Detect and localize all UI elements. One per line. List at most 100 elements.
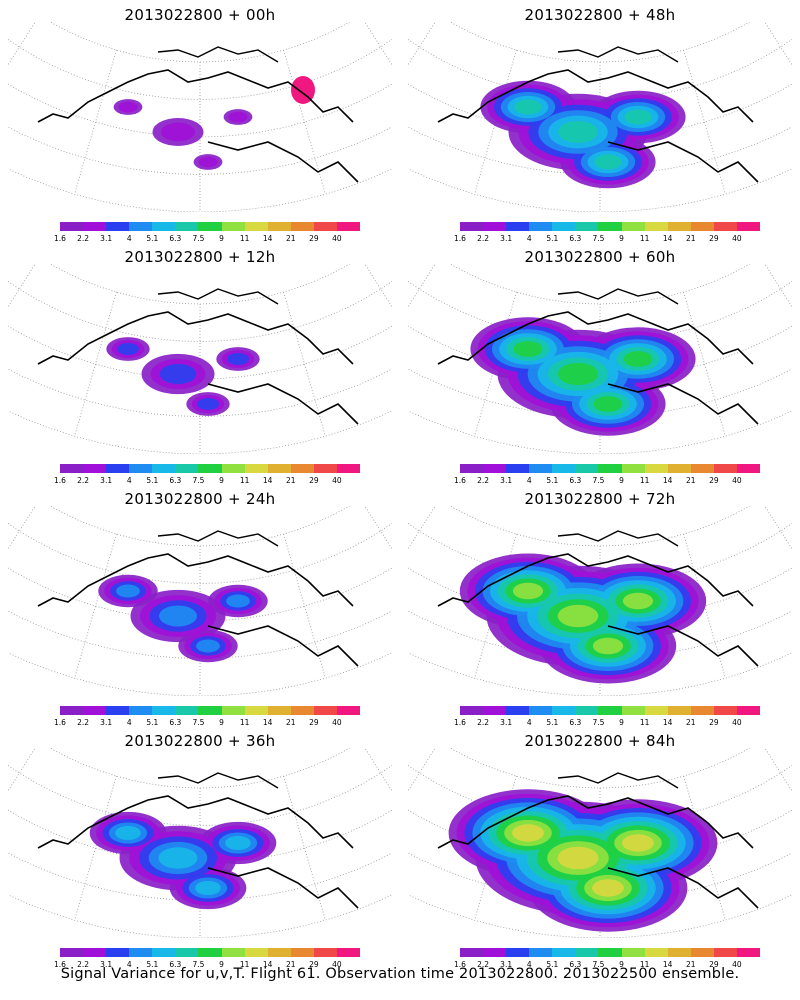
colorbar-tick-label: 7.5 — [592, 960, 605, 969]
coastline — [437, 311, 754, 365]
colorbar-swatch — [506, 948, 530, 957]
colorbar-tick-label: 7.5 — [192, 960, 205, 969]
graticule-meridian — [408, 506, 436, 550]
colorbar-tick-label: 6.3 — [169, 960, 182, 969]
variance-contour — [592, 637, 624, 655]
colorbar-swatch — [267, 706, 292, 715]
variance-contour — [228, 111, 248, 123]
colorbar-swatch — [290, 706, 315, 715]
continental-coastline — [207, 867, 359, 909]
colorbar-swatch — [644, 222, 669, 231]
colorbar-tick-label: 29 — [309, 234, 319, 243]
colorbar-tick-label: 14 — [262, 234, 273, 243]
colorbar-tick-label: 2.2 — [477, 476, 490, 485]
colorbar-swatch — [313, 706, 338, 715]
colorbar: 1.6 2.2 3.1 4 5.1 6.3 7.5 9 11 14 21 29 40 — [454, 706, 761, 730]
graticule-meridian — [364, 506, 392, 550]
colorbar-swatch — [690, 222, 715, 231]
colorbar-tick-label: 29 — [309, 960, 319, 969]
colorbar-tick-label: 5.1 — [146, 234, 159, 243]
colorbar-swatch — [667, 706, 692, 715]
colorbar-tick-label: 1.6 — [54, 234, 66, 243]
variance-contour — [195, 881, 221, 895]
colorbar-tick-label: 14 — [662, 718, 673, 727]
colorbar: 1.6 2.2 3.1 4 5.1 6.3 7.5 9 11 14 21 29 40 — [454, 948, 761, 972]
panel-title: 2013022800 + 36h — [124, 732, 276, 750]
colorbar-swatch — [60, 706, 84, 715]
panel-title: 2013022800 + 72h — [524, 490, 676, 508]
colorbar-swatch — [690, 464, 715, 473]
variance-contour — [161, 122, 195, 142]
variance-contour — [118, 101, 138, 113]
colorbar-swatch — [221, 706, 246, 715]
coastline — [37, 795, 354, 849]
colorbar-tick-label: 14 — [262, 960, 273, 969]
colorbar-tick-label: 4 — [526, 234, 532, 243]
arctic-islands — [157, 530, 279, 547]
arctic-islands — [157, 288, 279, 305]
colorbar-tick-label: 4 — [126, 476, 132, 485]
colorbar-swatch — [198, 222, 223, 231]
colorbar-tick-label: 6.3 — [569, 234, 582, 243]
colorbar-swatch — [483, 464, 507, 473]
colorbar-tick-label: 3.1 — [100, 476, 113, 485]
colorbar-swatch — [83, 706, 107, 715]
colorbar-tick-label: 7.5 — [192, 718, 205, 727]
colorbar-swatch — [267, 948, 292, 957]
graticule-meridian — [364, 264, 392, 308]
graticule-meridian — [283, 775, 326, 921]
colorbar-tick-label: 21 — [285, 718, 296, 727]
variance-contour — [198, 156, 218, 168]
graticule-meridian — [283, 49, 326, 195]
colorbar-tick-label: 2.2 — [477, 718, 490, 727]
colorbar-tick-label: 5.1 — [546, 234, 559, 243]
variance-contour — [225, 836, 251, 850]
colorbar-swatch — [244, 464, 269, 473]
colorbar-tick-label: 21 — [285, 476, 296, 485]
arctic-islands — [557, 288, 679, 305]
coastline — [437, 795, 754, 849]
colorbar-swatch — [290, 222, 315, 231]
variance-contour — [159, 605, 197, 627]
colorbar-tick-label: 14 — [662, 960, 673, 969]
colorbar-swatch — [83, 222, 107, 231]
map-panel: 2013022800 + 48h 1.6 2.2 3.1 4 5.1 6.3 7.5 9 11 14… — [400, 0, 800, 245]
colorbar-swatch — [198, 464, 223, 473]
variance-contour — [557, 604, 599, 628]
polar-map — [408, 22, 792, 212]
colorbar-tick-label: 21 — [685, 476, 696, 485]
colorbar-tick-label: 7.5 — [192, 476, 205, 485]
colorbar-tick-label: 6.3 — [169, 718, 182, 727]
variance-contour — [622, 834, 654, 852]
panel-title: 2013022800 + 84h — [524, 732, 676, 750]
graticule-arc — [408, 38, 792, 100]
colorbar-tick-label: 11 — [639, 960, 650, 969]
variance-contour — [557, 362, 599, 386]
variance-contour — [594, 154, 622, 170]
colorbar-tick-label: 21 — [685, 234, 696, 243]
colorbar-tick-label: 40 — [332, 234, 342, 243]
arctic-islands — [157, 772, 279, 789]
graticule-meridian — [8, 22, 36, 66]
polar-map — [8, 264, 392, 454]
colorbar-swatch — [175, 464, 199, 473]
colorbar-swatch — [529, 222, 553, 231]
colorbar-swatch — [267, 222, 292, 231]
colorbar-swatch — [175, 706, 199, 715]
colorbar-tick-label: 9 — [619, 234, 624, 243]
colorbar-swatch — [483, 222, 507, 231]
variance-contour — [593, 396, 623, 412]
colorbar-swatch — [575, 222, 599, 231]
colorbar-tick-label: 2.2 — [77, 718, 90, 727]
colorbar-tick-label: 11 — [639, 476, 650, 485]
colorbar-swatch — [336, 706, 361, 715]
colorbar-swatch — [713, 706, 738, 715]
colorbar-swatch — [460, 706, 484, 715]
colorbar-swatch — [129, 222, 153, 231]
colorbar-tick-label: 21 — [685, 960, 696, 969]
graticule-meridian — [764, 506, 792, 550]
colorbar-tick-label: 7.5 — [592, 718, 605, 727]
colorbar-swatch — [106, 948, 130, 957]
colorbar-tick-label: 14 — [662, 234, 673, 243]
colorbar-tick-label: 3.1 — [500, 718, 513, 727]
